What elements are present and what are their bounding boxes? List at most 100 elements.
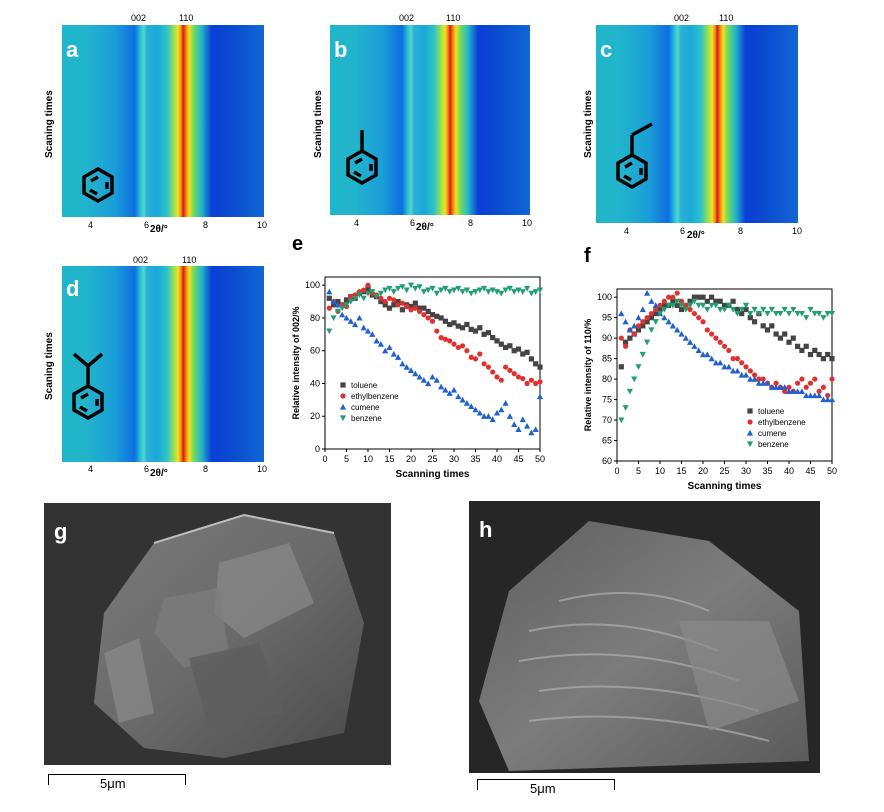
point-benzene [751,306,758,313]
point-ethylbenzene [348,294,354,300]
point-toluene [691,294,697,300]
point-toluene [743,306,749,313]
ytick-label: 90 [602,333,612,343]
point-benzene [420,289,427,295]
point-benzene [360,295,367,302]
point-toluene [618,364,624,370]
point-ethylbenzene [417,308,423,314]
panel-label-b: b [334,37,348,62]
point-toluene [773,331,779,337]
point-toluene [511,348,517,354]
point-toluene [425,308,431,314]
xtick-label: 35 [762,466,772,476]
point-benzene [330,315,337,322]
point-toluene [764,327,771,333]
xtick-label: 5 [636,466,641,476]
legend-label-benzene: benzene [351,414,382,423]
point-cumene [665,318,672,325]
chart-e: e 0 5 10 15 20 25 30 35 40 45 50 0 20 40 60 80 100 Scannin… [291,233,545,480]
point-benzene [347,298,354,305]
point-cumene [416,373,423,380]
point-ethylbenzene [472,356,479,362]
point-benzene [773,310,780,317]
point-toluene [408,303,414,310]
point-benzene [824,310,831,317]
point-benzene [369,289,376,295]
point-toluene [709,294,715,300]
point-toluene [533,361,539,367]
point-toluene [472,328,479,334]
panel-label-a: a [66,37,79,62]
point-benzene [760,306,767,313]
point-cumene [768,384,775,390]
point-toluene [803,343,809,349]
chart-f: f 0 5 10 15 20 25 30 35 40 45 50 60 65 70 75 80 85 90 95 100… [583,245,837,492]
point-toluene [386,305,393,311]
point-ethylbenzene [812,376,818,382]
point-cumene [794,388,801,394]
point-benzene [669,302,676,309]
point-ethylbenzene [382,298,388,305]
point-cumene [785,388,793,394]
point-toluene [498,341,504,347]
point-ethylbenzene [477,351,483,357]
point-cumene [468,403,475,410]
ytick-label: 65 [602,436,612,446]
point-cumene [407,367,415,373]
point-ethylbenzene [752,372,758,378]
point-cumene [721,363,728,370]
point-toluene [442,318,448,324]
ytick-label: 80 [310,313,320,323]
point-cumene [691,343,698,349]
legend-label-toluene: toluene [758,407,785,416]
point-ethylbenzene [739,360,745,366]
point-benzene [742,302,750,309]
point-cumene [382,347,389,354]
point-toluene [829,356,835,362]
point-toluene [704,298,710,304]
point-benzene [390,289,397,295]
point-benzene [498,290,505,297]
point-benzene [687,302,694,309]
point-benzene [798,310,805,317]
legend-marker-benzene [746,441,754,448]
point-benzene [725,302,732,309]
panel-label-g: g [54,519,68,544]
point-ethylbenzene [648,310,654,317]
point-cumene [347,318,354,324]
heatmap-a: a [62,25,264,217]
xtick-label: 40 [492,454,502,464]
xtick-a-4: 4 [88,220,94,230]
point-cumene [777,384,784,390]
point-cumene [352,321,359,328]
point-toluene [648,315,654,321]
point-benzene [652,319,659,325]
point-toluene [713,298,719,304]
point-benzene [489,287,496,294]
point-ethylbenzene [670,294,676,300]
peak-002-b: 002 [399,13,415,23]
point-cumene [798,388,805,394]
ytick-label: 70 [602,415,612,425]
point-cumene [661,314,668,321]
point-toluene [623,339,629,345]
point-benzene [481,285,488,292]
scale-label-h: 5μm [530,781,556,796]
point-toluene [382,302,388,308]
point-ethylbenzene [618,335,624,341]
legend-label-benzene: benzene [758,440,789,449]
point-toluene [412,300,418,306]
ytick-label: 0 [315,444,320,454]
point-ethylbenzene [691,310,697,317]
point-benzene [343,302,350,308]
point-cumene [326,288,333,295]
point-benzene [682,306,689,313]
point-benzene [455,285,462,292]
point-benzene [708,302,715,309]
series-cumene [326,288,544,436]
point-benzene [412,285,419,292]
point-toluene [825,351,831,358]
point-ethylbenzene [713,335,719,341]
point-cumene [751,375,758,382]
legend-marker-cumene [339,403,347,410]
